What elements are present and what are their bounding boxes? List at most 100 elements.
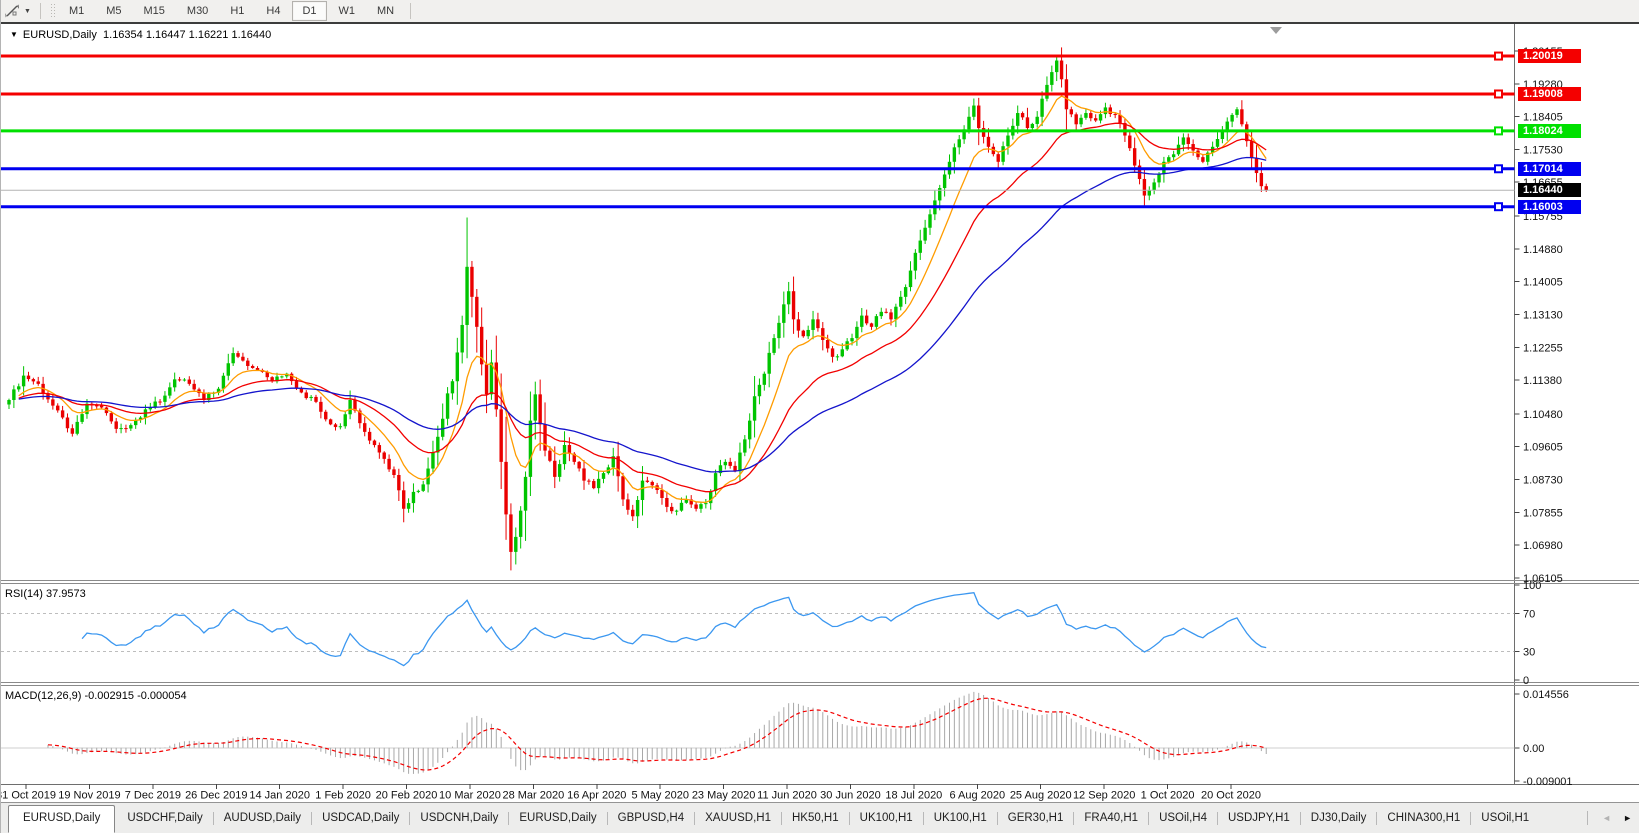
candle-body xyxy=(514,536,518,552)
candle-body xyxy=(709,490,713,504)
timeframe-button-d1[interactable]: D1 xyxy=(292,1,327,21)
tab-separator xyxy=(1470,811,1472,825)
candle-body xyxy=(289,373,294,382)
macd-signal-layer xyxy=(47,697,1267,771)
chart-tab-usdjpy-h1[interactable]: USDJPY,H1 xyxy=(1228,812,1290,824)
candle-body xyxy=(1128,135,1132,149)
ma-mid-line xyxy=(18,122,1267,493)
chart-plot[interactable]: 1.201551.192801.184051.175301.166551.157… xyxy=(1,22,1639,802)
tab-separator xyxy=(212,811,214,825)
timeframe-button-w1[interactable]: W1 xyxy=(338,5,356,17)
candle-body xyxy=(767,352,771,374)
tab-separator xyxy=(1217,811,1218,825)
candle-body xyxy=(1118,114,1122,123)
candle-body xyxy=(275,376,279,382)
timeframe-button-m15[interactable]: M15 xyxy=(143,5,165,17)
candle-body xyxy=(801,330,805,337)
tab-scroll-left-icon[interactable]: ◄ xyxy=(1602,812,1612,823)
price-tick-label: 1.18405 xyxy=(1523,112,1563,124)
chart-tab-eurusd-daily[interactable]: EURUSD,Daily xyxy=(8,805,116,833)
candle-body xyxy=(479,326,484,365)
candle-body xyxy=(431,452,435,469)
cursor-tool-button[interactable]: ▼ xyxy=(1,2,35,20)
chart-shift-triangle-icon[interactable] xyxy=(1270,27,1282,34)
candle-body xyxy=(626,499,630,510)
candle-body xyxy=(864,315,869,324)
candle-body xyxy=(21,375,26,387)
chart-tab-hk50-h1[interactable]: HK50,H1 xyxy=(791,812,839,824)
candle-body xyxy=(494,362,498,410)
chart-tab-uk100-h1[interactable]: UK100,H1 xyxy=(933,812,987,824)
candle-body xyxy=(567,444,572,454)
candle-body xyxy=(582,468,586,481)
candle-body xyxy=(324,411,328,420)
chart-tab-gbpusd-h4[interactable]: GBPUSD,H4 xyxy=(617,812,685,824)
candle-body xyxy=(299,388,304,393)
chart-tab-uk100-h1[interactable]: UK100,H1 xyxy=(859,812,913,824)
chart-window[interactable]: 1.201551.192801.184051.175301.166551.157… xyxy=(1,22,1639,802)
candle-body xyxy=(938,188,942,201)
candle-body xyxy=(757,384,762,397)
candle-body xyxy=(596,478,601,489)
candle-body xyxy=(1181,137,1186,145)
candle-body xyxy=(533,394,537,421)
candle-body xyxy=(1264,186,1268,191)
candle-body xyxy=(548,450,552,461)
candles-layer[interactable] xyxy=(7,47,1268,571)
chart-tab-audusd-daily[interactable]: AUDUSD,Daily xyxy=(223,812,302,824)
chart-tab-china300-h1[interactable]: CHINA300,H1 xyxy=(1387,812,1461,824)
candle-body xyxy=(616,456,620,477)
timeframe-button-m5[interactable]: M5 xyxy=(106,5,122,17)
candle-body xyxy=(835,356,840,358)
candle-body xyxy=(338,426,343,428)
hline-handle-1.18024[interactable] xyxy=(1494,126,1503,136)
chart-tab-usoil-h1[interactable]: USOil,H1 xyxy=(1481,812,1530,824)
candle-body xyxy=(119,428,123,430)
candle-body xyxy=(557,464,562,477)
hline-handle-1.20019[interactable] xyxy=(1494,51,1503,61)
hline-handle-1.19008[interactable] xyxy=(1494,89,1503,99)
chart-tab-usdcad-daily[interactable]: USDCAD,Daily xyxy=(322,812,400,824)
candle-body xyxy=(518,510,523,537)
toolbar-drag-grip[interactable] xyxy=(49,3,56,19)
timeframe-button-m30[interactable]: M30 xyxy=(186,5,209,17)
candle-body xyxy=(1254,158,1259,174)
timeframe-button-mn[interactable]: MN xyxy=(377,5,395,17)
chart-tab-xauusd-h1[interactable]: XAUUSD,H1 xyxy=(705,812,771,824)
candle-body xyxy=(1259,173,1264,187)
price-tick-label: 1.14880 xyxy=(1523,244,1563,256)
chart-tab-ger30-h1[interactable]: GER30,H1 xyxy=(1007,812,1064,824)
candle-body xyxy=(718,465,723,474)
tab-scroll-right-icon[interactable]: ► xyxy=(1623,812,1632,823)
chart-tab-fra40-h1[interactable]: FRA40,H1 xyxy=(1084,812,1139,824)
candle-body xyxy=(996,154,1000,162)
chart-tab-usoil-h4[interactable]: USOil,H4 xyxy=(1159,812,1207,824)
timeframe-button-h1[interactable]: H1 xyxy=(230,5,245,17)
one-click-trading-arrow-icon[interactable]: ▼ xyxy=(10,30,18,39)
candle-body xyxy=(1098,114,1103,121)
price-label-1.18024: 1.18024 xyxy=(1518,123,1581,138)
chart-tab-usdcnh-daily[interactable]: USDCNH,Daily xyxy=(420,812,499,824)
hline-handle-1.16003[interactable] xyxy=(1494,202,1503,212)
candle-body xyxy=(216,388,221,393)
candle-body xyxy=(796,319,801,331)
chart-title: ▼ EURUSD,Daily 1.16354 1.16447 1.16221 1.… xyxy=(10,29,271,41)
timeframe-button-m1[interactable]: M1 xyxy=(68,5,85,17)
candle-body xyxy=(124,428,128,430)
candle-body xyxy=(221,375,226,389)
chart-tab-usdchf-daily[interactable]: USDCHF,Daily xyxy=(127,812,203,824)
candle-body xyxy=(523,476,528,511)
ma-slow-line xyxy=(18,156,1267,473)
candle-body xyxy=(840,349,844,357)
timeframe-button-h4[interactable]: H4 xyxy=(266,5,281,17)
chevron-down-icon[interactable]: ▼ xyxy=(24,7,31,15)
candle-body xyxy=(918,240,922,253)
chart-tab-eurusd-daily[interactable]: EURUSD,Daily xyxy=(519,812,597,824)
price-tick-label: 1.07855 xyxy=(1523,507,1563,519)
candle-body xyxy=(75,421,79,434)
hline-handle-1.17014[interactable] xyxy=(1494,164,1503,174)
candle-body xyxy=(821,328,825,340)
chart-tab-dj30-daily[interactable]: DJ30,Daily xyxy=(1310,812,1367,824)
candle-body xyxy=(1006,135,1010,147)
